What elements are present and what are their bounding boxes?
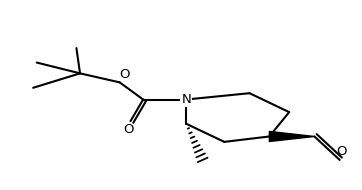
Text: O: O: [119, 68, 129, 81]
Text: O: O: [123, 123, 134, 136]
Polygon shape: [269, 131, 315, 142]
Text: O: O: [336, 146, 347, 158]
Text: N: N: [181, 93, 191, 106]
